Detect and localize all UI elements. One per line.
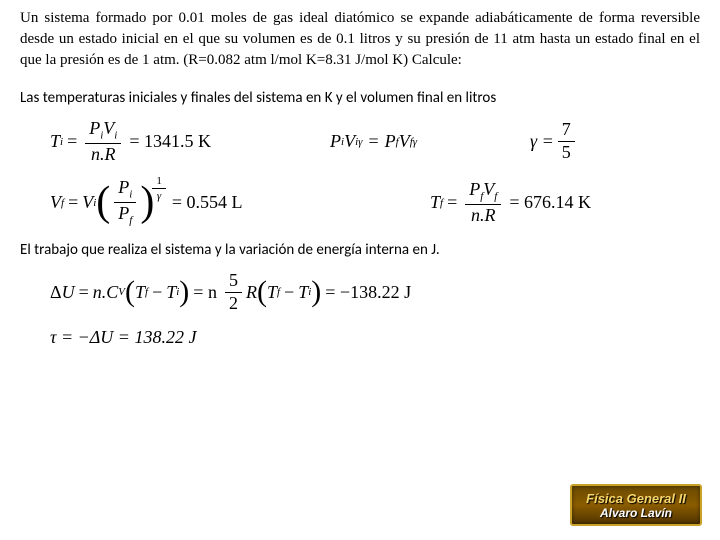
equation-row-4: τ = −ΔU = 138.22 J <box>20 327 700 348</box>
eq-Tf: Tf = PfVf n.R = 676.14 K <box>430 180 591 225</box>
course-logo: Física General II Alvaro Lavín <box>570 484 702 526</box>
section-2-title: El trabajo que realiza el sistema y la v… <box>20 241 700 259</box>
logo-line-1: Física General II <box>586 491 686 506</box>
eq-Vf: Vf = Vi ( Pi Pf ) 1 γ = 0.554 L <box>50 178 370 226</box>
eq-Ti: Ti = PiVi n.R = 1341.5 K <box>50 119 330 164</box>
problem-statement: Un sistema formado por 0.01 moles de gas… <box>20 8 700 71</box>
eq-tau: τ = −ΔU = 138.22 J <box>50 327 196 348</box>
logo-line-2: Alvaro Lavín <box>600 506 672 520</box>
section-1-title: Las temperaturas iniciales y finales del… <box>20 89 700 107</box>
eq-dU: ΔU= n.CV ( Tf − Ti ) = n 5 2 R ( Tf − Ti… <box>50 271 411 314</box>
equation-row-3: ΔU= n.CV ( Tf − Ti ) = n 5 2 R ( Tf − Ti… <box>20 271 700 314</box>
equation-row-2: Vf = Vi ( Pi Pf ) 1 γ = 0.554 L Tf = PfV… <box>20 178 700 226</box>
eq-gamma: γ = 7 5 <box>530 120 579 163</box>
eq-adiabatic: PiViγ = PfVfγ <box>330 131 530 152</box>
equation-row-1: Ti = PiVi n.R = 1341.5 K PiViγ = PfVfγ γ… <box>20 119 700 164</box>
